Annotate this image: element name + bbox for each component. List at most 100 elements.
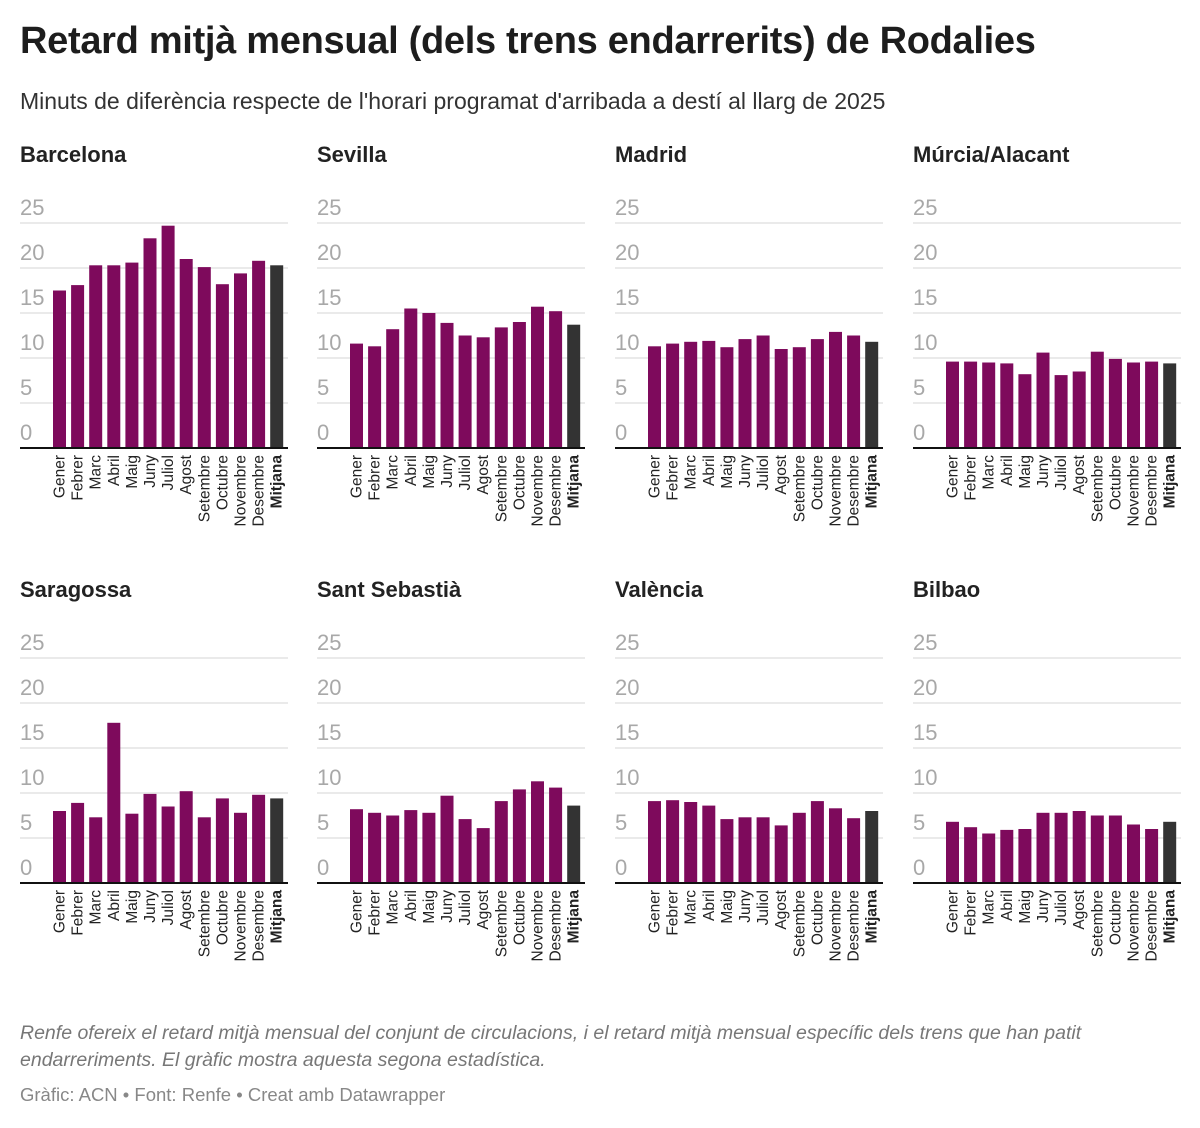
bar-agost — [179, 791, 193, 883]
y-tick-label: 10 — [615, 765, 639, 790]
bar-desembre — [549, 311, 563, 448]
y-tick-label: 0 — [913, 855, 925, 880]
bar-mitjana — [567, 805, 581, 883]
x-tick-label: Gener — [647, 455, 664, 498]
panel-title: Múrcia/Alacant — [913, 142, 1070, 167]
x-tick-label: Juliol — [755, 455, 772, 490]
panel-title: Barcelona — [20, 142, 127, 167]
bar-febrer — [666, 800, 680, 883]
panel-madrid: 0 5 10 15 20 25 Gener Febrer Marc Abril Maig Juny Ju… — [615, 142, 900, 562]
bar-marc — [684, 802, 698, 883]
y-tick-label: 5 — [317, 375, 329, 400]
bar-febrer — [71, 802, 85, 883]
x-tick-label: Desembre — [548, 455, 565, 527]
x-tick-label: Marc — [981, 890, 998, 925]
bar-maig — [1018, 374, 1032, 448]
panel-valència: 0 5 10 15 20 25 Gener Febrer Marc Abril Maig Juny Ju… — [615, 577, 900, 997]
x-tick-label: Maig — [1017, 890, 1034, 924]
bar-febrer — [666, 343, 680, 448]
bar-setembre — [1090, 815, 1104, 883]
y-tick-label: 0 — [317, 420, 329, 445]
x-tick-label: Maig — [124, 890, 141, 924]
x-tick-label: Desembre — [846, 455, 863, 527]
y-tick-label: 20 — [317, 675, 341, 700]
y-tick-label: 0 — [615, 420, 627, 445]
bar-setembre — [197, 267, 211, 448]
x-tick-label: Mitjana — [566, 455, 583, 509]
bar-juny — [1036, 352, 1050, 448]
x-tick-label: Juliol — [160, 455, 177, 490]
bar-novembre — [829, 808, 842, 883]
panel-title: València — [615, 577, 704, 602]
x-tick-label: Desembre — [846, 890, 863, 962]
x-tick-label: Octubre — [511, 890, 528, 945]
bar-octubre — [1108, 815, 1122, 883]
bar-agost — [1072, 811, 1086, 883]
y-tick-label: 10 — [20, 330, 44, 355]
bar-setembre — [494, 801, 508, 883]
x-tick-label: Agost — [773, 889, 790, 929]
x-tick-label: Maig — [1017, 455, 1034, 489]
x-tick-label: Abril — [403, 890, 420, 921]
bar-mitjana — [865, 811, 879, 883]
bar-agost — [774, 825, 788, 883]
y-tick-label: 20 — [20, 240, 44, 265]
x-tick-label: Marc — [683, 455, 700, 490]
bar-octubre — [810, 801, 824, 883]
bar-abril — [1000, 363, 1014, 448]
x-tick-label: Juny — [439, 455, 456, 488]
bar-setembre — [494, 327, 508, 448]
x-tick-label: Febrer — [70, 890, 87, 936]
panel-title: Sevilla — [317, 142, 387, 167]
chart-subtitle: Minuts de diferència respecte de l'horar… — [20, 88, 886, 114]
bar-abril — [107, 265, 121, 448]
x-tick-label: Mitjana — [864, 890, 881, 944]
bar-octubre — [512, 322, 526, 448]
bar-mitjana — [1163, 821, 1177, 883]
bar-febrer — [71, 285, 85, 448]
bar-juny — [143, 238, 157, 448]
bar-octubre — [215, 284, 229, 448]
y-tick-label: 25 — [913, 630, 937, 655]
x-tick-label: Octubre — [1107, 455, 1124, 510]
x-tick-label: Novembre — [233, 890, 250, 962]
x-tick-label: Agost — [1071, 454, 1088, 494]
bar-marc — [386, 329, 400, 448]
bar-juny — [440, 795, 454, 883]
panel-title: Sant Sebastià — [317, 577, 462, 602]
x-tick-label: Novembre — [828, 455, 845, 527]
bar-desembre — [847, 818, 861, 883]
y-tick-label: 25 — [615, 195, 639, 220]
bar-gener — [648, 346, 661, 448]
x-tick-label: Febrer — [963, 455, 980, 501]
y-tick-label: 5 — [615, 810, 627, 835]
y-tick-label: 20 — [913, 240, 937, 265]
x-tick-label: Novembre — [1126, 455, 1143, 527]
bar-agost — [476, 828, 490, 883]
x-tick-label: Febrer — [367, 455, 384, 501]
x-tick-label: Abril — [701, 455, 718, 486]
bar-febrer — [368, 812, 382, 883]
panel-chart: 0 5 10 15 20 25 Gener Febrer Marc Abril Maig Juny Ju… — [913, 195, 1181, 527]
y-tick-label: 10 — [913, 330, 937, 355]
x-tick-label: Agost — [178, 889, 195, 929]
bar-abril — [702, 805, 716, 883]
x-tick-label: Abril — [106, 890, 123, 921]
x-tick-label: Setembre — [196, 890, 213, 957]
bar-novembre — [1127, 824, 1140, 883]
chart-notes: Renfe ofereix el retard mitjà mensual de… — [20, 1022, 1082, 1071]
bar-maig — [422, 812, 436, 883]
y-tick-label: 10 — [20, 765, 44, 790]
x-tick-label: Octubre — [214, 455, 231, 510]
bar-desembre — [252, 260, 266, 448]
x-tick-label: Marc — [385, 890, 402, 925]
panel-chart: 0 5 10 15 20 25 Gener Febrer Marc Abril Maig Juny Ju… — [20, 630, 288, 962]
x-tick-label: Juny — [737, 455, 754, 488]
bar-novembre — [234, 273, 247, 448]
bar-setembre — [792, 347, 806, 448]
chart-credit: Gràfic: ACN • Font: Renfe • Creat amb Da… — [20, 1084, 446, 1105]
y-tick-label: 15 — [913, 285, 937, 310]
bar-gener — [350, 343, 363, 448]
x-tick-label: Marc — [683, 890, 700, 925]
x-tick-label: Marc — [385, 455, 402, 490]
